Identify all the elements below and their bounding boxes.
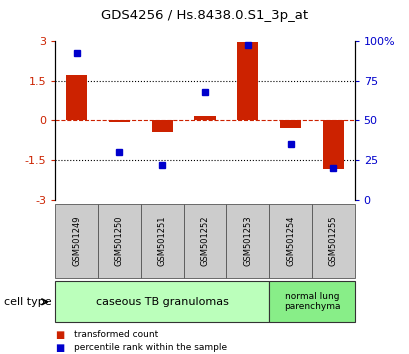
Bar [236, 42, 258, 120]
Text: GSM501250: GSM501250 [115, 216, 124, 266]
Bar [66, 75, 87, 120]
Text: GSM501255: GSM501255 [328, 216, 337, 266]
Text: GSM501254: GSM501254 [285, 216, 294, 266]
Text: percentile rank within the sample: percentile rank within the sample [74, 343, 226, 352]
Text: GSM501249: GSM501249 [72, 216, 81, 266]
Text: caseous TB granulomas: caseous TB granulomas [96, 297, 228, 307]
Bar [322, 120, 343, 170]
Text: GSM501251: GSM501251 [157, 216, 166, 266]
Bar [194, 116, 215, 120]
Bar [108, 120, 130, 122]
Text: ■: ■ [55, 330, 65, 339]
Bar [151, 120, 173, 132]
Text: ■: ■ [55, 343, 65, 353]
Text: GSM501253: GSM501253 [243, 215, 252, 266]
Text: transformed count: transformed count [74, 330, 157, 339]
Bar [279, 120, 301, 128]
Text: GSM501252: GSM501252 [200, 216, 209, 266]
Text: normal lung
parenchyma: normal lung parenchyma [283, 292, 339, 312]
Text: cell type: cell type [4, 297, 52, 307]
Text: GDS4256 / Hs.8438.0.S1_3p_at: GDS4256 / Hs.8438.0.S1_3p_at [101, 10, 308, 22]
